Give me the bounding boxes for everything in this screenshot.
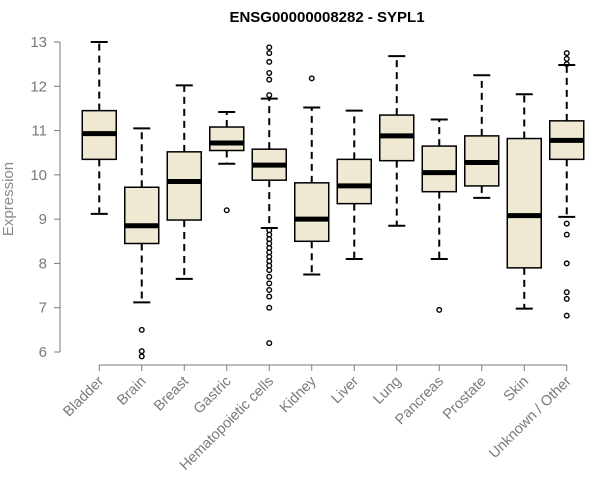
outlier-point [266, 44, 273, 51]
x-tick-label: Prostate [440, 374, 489, 423]
outlier-point [563, 55, 570, 62]
outlier-point [266, 340, 273, 347]
iqr-box [124, 186, 160, 245]
outlier-point [266, 76, 273, 83]
x-tick-label: Brain [114, 374, 149, 409]
outlier-point [138, 326, 145, 333]
box-unknown-other [549, 50, 585, 319]
y-tick-label: 8 [39, 255, 47, 272]
x-tick-label: Kidney [277, 373, 320, 416]
outlier-point [223, 207, 230, 214]
outlier-point [436, 306, 443, 313]
x-tick-label: Unknown / Other [486, 373, 574, 461]
outlier-point [138, 348, 145, 355]
boxes [81, 41, 585, 360]
outlier-point [266, 50, 273, 57]
y-tick-label: 9 [39, 211, 47, 228]
chart-title: ENSG00000008282 - SYPL1 [229, 9, 424, 26]
x-tick-label: Liver [329, 373, 363, 407]
outlier-point [266, 280, 273, 287]
iqr-box [336, 158, 372, 205]
box-breast [166, 84, 202, 280]
outlier-point [563, 295, 570, 302]
y-axis-label: Expression [0, 162, 17, 236]
y-tick-label: 13 [30, 34, 47, 51]
iqr-box [421, 145, 457, 193]
outlier-point [266, 267, 273, 274]
outlier-point [563, 61, 570, 68]
outlier-point [563, 312, 570, 319]
y-axis: 6 7 8 9 10 11 12 13 [30, 34, 61, 361]
outlier-point [266, 293, 273, 300]
y-tick-label: 10 [30, 167, 47, 184]
outlier-point [563, 260, 570, 267]
x-tick-label: Bladder [60, 373, 107, 420]
y-tick-label: 12 [30, 78, 47, 95]
outlier-point [308, 75, 315, 82]
box-kidney [294, 75, 330, 276]
iqr-box [294, 182, 330, 243]
outlier-point [266, 273, 273, 280]
outlier-point [563, 231, 570, 238]
iqr-box [166, 151, 202, 221]
box-bladder [81, 41, 117, 215]
outlier-point [563, 50, 570, 57]
box-gastric [209, 110, 245, 214]
outlier-point [266, 69, 273, 76]
outlier-point [563, 220, 570, 227]
box-lung [379, 55, 415, 227]
outlier-point [266, 58, 273, 65]
box-pancreas [421, 118, 457, 313]
x-tick-label: Skin [501, 374, 532, 405]
x-tick-label: Breast [151, 374, 192, 415]
box-liver [336, 109, 372, 260]
box-skin [506, 93, 542, 310]
outlier-point [563, 289, 570, 296]
y-tick-label: 7 [39, 300, 47, 317]
y-tick-label: 11 [31, 123, 47, 140]
iqr-box [506, 137, 542, 269]
x-tick-label: Lung [370, 374, 404, 408]
y-tick-label: 6 [39, 344, 47, 361]
box-hematopoietic-cells [251, 44, 287, 347]
outlier-point [266, 304, 273, 311]
iqr-box [209, 126, 245, 152]
outlier-point [266, 92, 273, 99]
box-prostate [464, 74, 500, 199]
outlier-point [266, 287, 273, 294]
outlier-point [138, 353, 145, 360]
box-brain [124, 127, 160, 360]
